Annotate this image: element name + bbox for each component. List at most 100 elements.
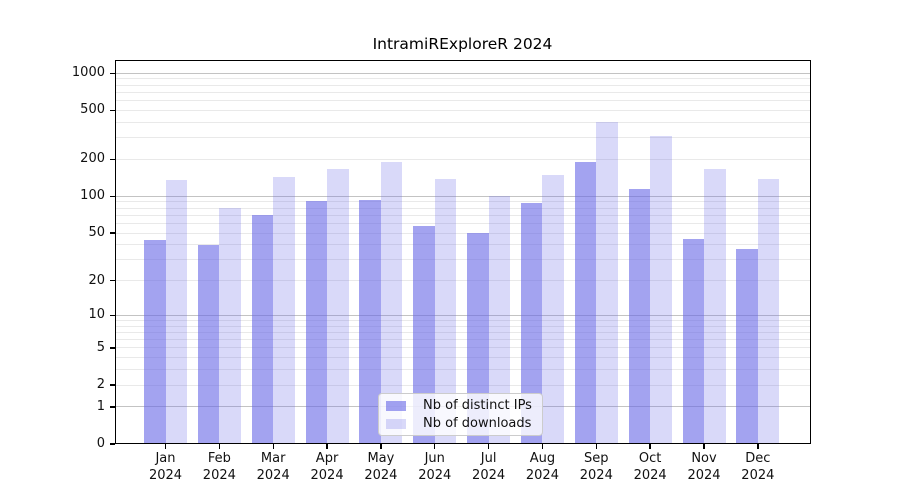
y-tick-label-50: 50 bbox=[88, 225, 105, 241]
x-tick-mark-dec bbox=[757, 444, 759, 449]
x-tick-label-apr: Apr 2024 bbox=[310, 451, 344, 483]
x-tick-mark-may bbox=[380, 444, 382, 449]
gridline-minor-500 bbox=[114, 109, 811, 111]
bar-downloads-apr bbox=[327, 168, 349, 444]
gridline-minor-200 bbox=[114, 158, 811, 160]
y-tick-label-500: 500 bbox=[80, 102, 105, 118]
x-tick-label-jan: Jan 2024 bbox=[148, 451, 183, 483]
bar-ips-dec bbox=[736, 248, 758, 444]
x-tick-label-jul: Jul 2024 bbox=[472, 451, 506, 483]
gridline-minor-60 bbox=[114, 222, 811, 224]
x-tick-mark-jan bbox=[164, 444, 167, 449]
bar-downloads-sep bbox=[596, 122, 618, 444]
y-tick-mark-1 bbox=[109, 406, 115, 408]
bar-ips-apr bbox=[305, 200, 328, 444]
x-tick-label-nov: Nov 2024 bbox=[687, 451, 721, 483]
bar-downloads-mar bbox=[273, 176, 295, 444]
x-tick-mark-feb bbox=[218, 444, 221, 449]
gridline-minor-800 bbox=[114, 84, 811, 86]
bar-ips-mar bbox=[251, 215, 274, 444]
bar-ips-jul bbox=[467, 233, 489, 444]
gridline-minor-4 bbox=[114, 357, 811, 359]
bar-downloads-feb bbox=[219, 208, 241, 444]
gridline-major-10 bbox=[114, 314, 811, 316]
bar-ips-jun bbox=[413, 226, 435, 444]
x-tick-label-feb: Feb 2024 bbox=[202, 451, 236, 483]
bar-downloads-nov bbox=[704, 169, 726, 444]
x-tick-mark-oct bbox=[649, 444, 651, 449]
y-tick-mark-1000 bbox=[109, 72, 115, 75]
x-tick-mark-apr bbox=[326, 444, 328, 449]
x-tick-label-may: May 2024 bbox=[364, 451, 398, 483]
bar-ips-jan bbox=[144, 239, 166, 444]
y-tick-mark-0 bbox=[109, 443, 115, 445]
gridline-minor-90 bbox=[114, 201, 811, 203]
y-tick-mark-5 bbox=[109, 347, 115, 349]
y-tick-mark-500 bbox=[109, 109, 115, 112]
gridline-minor-3 bbox=[114, 369, 811, 371]
gridline-minor-300 bbox=[114, 137, 811, 139]
bar-downloads-jul bbox=[488, 196, 511, 444]
gridline-minor-7 bbox=[114, 331, 811, 333]
y-tick-label-1000: 1000 bbox=[71, 65, 105, 81]
x-tick-label-dec: Dec 2024 bbox=[741, 451, 775, 483]
gridline-minor-9 bbox=[114, 319, 811, 321]
plot-area bbox=[114, 60, 811, 444]
bar-downloads-dec bbox=[757, 179, 780, 444]
y-tick-label-10: 10 bbox=[88, 307, 105, 323]
y-tick-label-20: 20 bbox=[88, 272, 105, 288]
x-tick-mark-jul bbox=[487, 444, 490, 449]
gridline-minor-8 bbox=[114, 325, 811, 327]
gridline-major-100 bbox=[114, 195, 811, 197]
y-tick-label-1: 1 bbox=[96, 398, 105, 414]
gridline-minor-20 bbox=[114, 280, 811, 282]
bar-ips-oct bbox=[628, 188, 651, 444]
gridline-minor-70 bbox=[114, 214, 811, 216]
y-tick-mark-100 bbox=[109, 195, 115, 198]
gridline-minor-30 bbox=[114, 259, 811, 261]
gridline-minor-5 bbox=[114, 347, 811, 349]
y-tick-label-0: 0 bbox=[96, 436, 105, 451]
gridline-minor-2 bbox=[114, 384, 811, 386]
bar-ips-sep bbox=[574, 162, 597, 444]
x-tick-label-oct: Oct 2024 bbox=[633, 451, 667, 483]
bar-ips-aug bbox=[520, 202, 543, 444]
legend-label-ips: Nb of distinct IPs bbox=[423, 398, 532, 413]
gridline-minor-700 bbox=[114, 91, 811, 93]
gridline-minor-400 bbox=[114, 121, 811, 123]
bar-downloads-jun bbox=[434, 179, 457, 444]
x-tick-mark-aug bbox=[541, 444, 544, 449]
legend-item-downloads: Nb of downloads bbox=[386, 415, 536, 433]
legend: Nb of distinct IPs Nb of downloads bbox=[378, 393, 543, 436]
y-tick-mark-200 bbox=[109, 158, 115, 161]
x-tick-label-aug: Aug 2024 bbox=[525, 451, 559, 483]
y-tick-label-5: 5 bbox=[96, 339, 105, 355]
bar-ips-feb bbox=[197, 244, 220, 444]
chart-title: IntramiRExploreR 2024 bbox=[372, 35, 553, 53]
x-tick-mark-mar bbox=[272, 444, 274, 449]
bar-downloads-oct bbox=[650, 136, 672, 444]
legend-swatch-downloads bbox=[386, 419, 406, 429]
gridline-minor-6 bbox=[114, 339, 811, 341]
bar-ips-nov bbox=[682, 238, 704, 444]
y-tick-mark-20 bbox=[109, 279, 115, 282]
y-tick-mark-10 bbox=[109, 314, 115, 317]
y-tick-label-100: 100 bbox=[80, 188, 105, 204]
x-tick-mark-jun bbox=[434, 444, 436, 449]
legend-label-downloads: Nb of downloads bbox=[423, 416, 532, 431]
x-tick-mark-sep bbox=[595, 444, 597, 449]
x-tick-label-jun: Jun 2024 bbox=[418, 451, 452, 483]
gridline-minor-600 bbox=[114, 100, 811, 102]
bar-ips-may bbox=[359, 200, 381, 444]
gridline-minor-40 bbox=[114, 244, 811, 246]
x-tick-label-mar: Mar 2024 bbox=[256, 451, 290, 483]
y-tick-mark-2 bbox=[109, 384, 115, 386]
bar-downloads-jan bbox=[165, 180, 187, 444]
legend-item-ips: Nb of distinct IPs bbox=[386, 397, 536, 415]
x-tick-label-sep: Sep 2024 bbox=[579, 451, 613, 483]
gridline-major-1000 bbox=[114, 72, 811, 74]
legend-swatch-ips bbox=[386, 401, 406, 411]
y-tick-mark-50 bbox=[109, 232, 115, 234]
bar-downloads-may bbox=[380, 162, 403, 444]
